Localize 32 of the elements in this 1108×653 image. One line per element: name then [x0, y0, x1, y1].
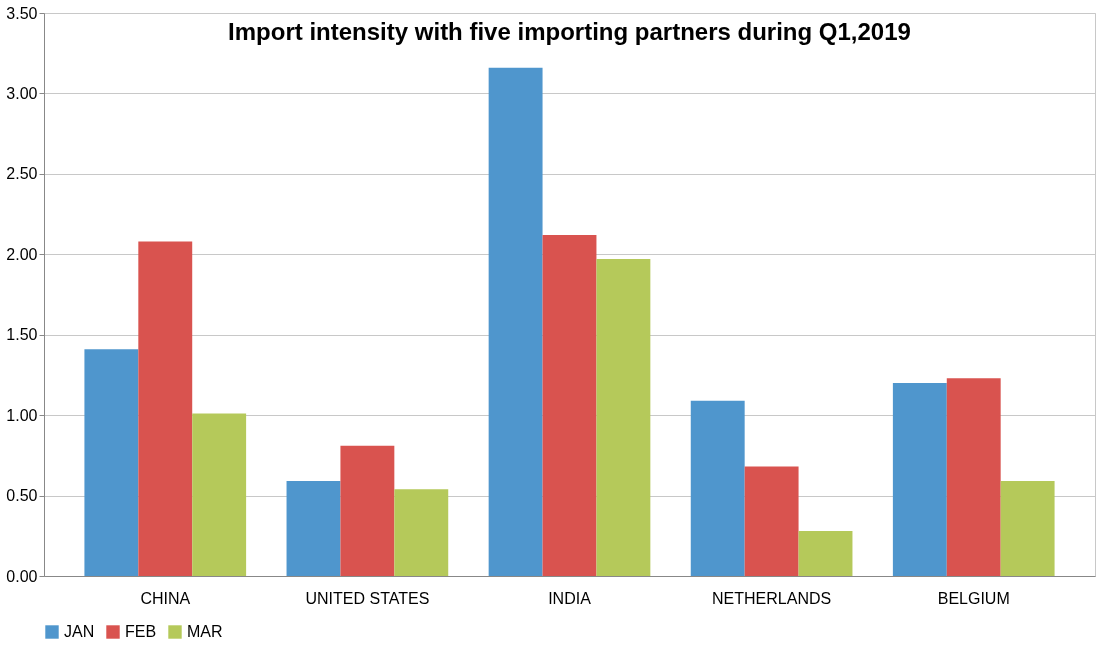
- y-tick-label: 3.00: [6, 84, 38, 102]
- chart-title: Import intensity with five importing partners during Q1,2019: [228, 18, 911, 45]
- y-tick-label: 3.50: [6, 4, 38, 22]
- y-tick-label: 1.00: [6, 406, 38, 424]
- bar: [946, 378, 1001, 576]
- bar: [892, 382, 947, 576]
- bar: [596, 259, 651, 576]
- y-tick-label: 2.50: [6, 165, 38, 183]
- x-tick-label: BELGIUM: [937, 589, 1010, 607]
- x-tick-label: UNITED STATES: [305, 589, 430, 607]
- legend-label: FEB: [125, 623, 157, 640]
- x-tick-label: NETHERLANDS: [712, 589, 832, 607]
- legend-label: JAN: [64, 623, 95, 640]
- bar: [542, 234, 597, 576]
- bar: [192, 413, 247, 576]
- bar: [1000, 481, 1055, 576]
- y-tick-label: 0.50: [6, 487, 38, 505]
- bar: [798, 530, 853, 576]
- y-tick-label: 1.50: [6, 326, 38, 344]
- legend-label: MAR: [187, 623, 223, 640]
- bar: [84, 349, 139, 576]
- bar: [690, 400, 745, 576]
- bar: [138, 241, 193, 576]
- bar: [488, 67, 543, 576]
- bar: [286, 481, 341, 576]
- bar: [744, 466, 799, 576]
- x-tick-label: CHINA: [140, 589, 191, 607]
- y-tick-label: 0.00: [6, 567, 38, 585]
- bar: [394, 489, 449, 576]
- bar: [340, 445, 395, 576]
- y-tick-label: 2.00: [6, 245, 38, 263]
- x-tick-label: INDIA: [548, 589, 592, 607]
